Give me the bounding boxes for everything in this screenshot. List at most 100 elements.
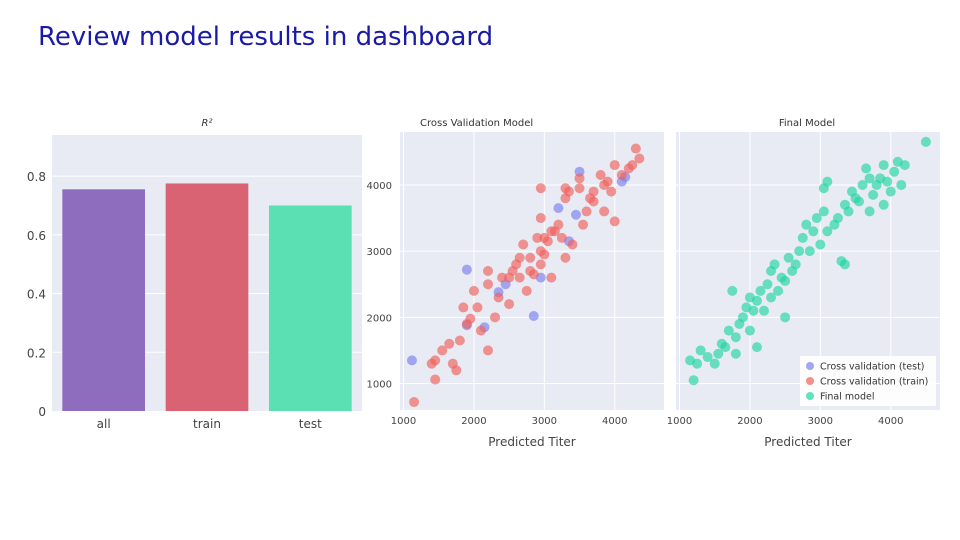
scatter-point [815, 239, 826, 250]
scatter-point [567, 239, 578, 250]
legend-marker [806, 377, 814, 385]
scatter-point [780, 312, 791, 323]
scatter-point [483, 345, 493, 356]
scatter-point [709, 358, 720, 369]
scatter-point [532, 232, 543, 243]
scatter-ytick-label: 4000 [367, 181, 392, 192]
bar-xtick-label-test: test [299, 417, 322, 431]
scatter-point [609, 216, 620, 227]
scatter-point [518, 239, 529, 250]
scatter-point [861, 163, 872, 174]
scatter-point [751, 342, 762, 353]
scatter-point [794, 246, 805, 257]
scatter-point [790, 259, 801, 270]
scatter-point [857, 179, 868, 190]
scatter-point [920, 136, 931, 147]
scatter-point [762, 279, 773, 290]
scatter-point [571, 209, 581, 220]
scatter-xtick-label: 1000 [391, 416, 416, 427]
scatter-xlabel: Predicted Titer [764, 435, 852, 449]
scatter-point [504, 299, 515, 310]
scatter-point [454, 335, 465, 346]
scatter-point [560, 252, 571, 263]
scatter-point [730, 332, 741, 343]
scatter-point [864, 173, 875, 184]
scatter-point [483, 279, 493, 290]
scatter-point [542, 236, 553, 247]
bar-chart-title: R² [202, 118, 213, 129]
scatter-xtick-label: 4000 [602, 416, 627, 427]
scatter-point [868, 189, 879, 200]
scatter-ytick-label: 2000 [367, 313, 392, 324]
scatter-point [634, 153, 645, 164]
scatter-ytick-label: 3000 [367, 247, 392, 258]
scatter-point [854, 196, 865, 207]
scatter-point [780, 275, 791, 286]
scatter-point [406, 355, 417, 366]
scatter-ytick-label: 1000 [367, 380, 392, 391]
scatter-point [602, 176, 613, 187]
scatter-point [490, 312, 501, 323]
scatter-point [514, 252, 525, 263]
scatter-title: Final Model [779, 118, 835, 129]
scatter-point [461, 264, 472, 275]
scatter-xlabel: Predicted Titer [488, 435, 576, 449]
scatter-point [630, 143, 641, 154]
scatter-xtick-label: 1000 [667, 416, 692, 427]
bar-xtick-label-all: all [97, 417, 111, 431]
bar-all [62, 189, 146, 411]
scatter-point [899, 160, 910, 171]
scatter-point [885, 186, 896, 197]
scatter-point [535, 183, 546, 194]
scatter-point [578, 219, 589, 230]
legend-entry: Cross validation (train) [820, 377, 928, 388]
scatter-point [599, 206, 610, 217]
scatter-point [737, 312, 748, 323]
scatter-point [528, 269, 539, 280]
scatter-point [535, 213, 546, 224]
bar-ytick-label: 0.2 [27, 346, 46, 360]
legend-marker [806, 392, 814, 400]
scatter-point [801, 219, 812, 230]
scatter-point [896, 179, 907, 190]
scatter-point [546, 272, 557, 283]
scatter-point [832, 213, 843, 224]
scatter-point [430, 374, 441, 385]
scatter-point [702, 352, 713, 363]
scatter-point [692, 358, 703, 369]
scatter-point [864, 206, 875, 217]
scatter-point [553, 203, 564, 214]
scatter-point [444, 338, 455, 349]
scatter-xtick-label: 3000 [532, 416, 557, 427]
scatter-xtick-label: 4000 [878, 416, 903, 427]
scatter-point [521, 285, 532, 296]
scatter-point [797, 232, 808, 243]
scatter-point [475, 325, 486, 336]
bar-test [269, 205, 352, 411]
scatter-point [769, 259, 780, 270]
scatter-point [560, 183, 571, 194]
scatter-point [720, 342, 731, 353]
scatter-point [595, 170, 606, 181]
scatter-point [889, 166, 900, 177]
scatter-xtick-label: 2000 [737, 416, 762, 427]
scatter-point [744, 325, 755, 336]
scatter-point [713, 348, 724, 359]
scatter-point [755, 285, 766, 296]
scatter-point [472, 302, 483, 313]
bar-xtick-label-train: train [193, 417, 221, 431]
scatter-point [727, 285, 738, 296]
scatter-point [730, 348, 741, 359]
scatter-point [804, 246, 815, 257]
scatter-point [574, 183, 585, 194]
scatter-point [878, 160, 889, 171]
legend-entry: Final model [820, 392, 875, 403]
scatter-point [493, 292, 504, 303]
scatter-point [808, 226, 819, 237]
scatter-point [451, 365, 462, 376]
scatter-point [695, 345, 706, 356]
scatter-point [723, 325, 734, 336]
scatter-title: Cross Validation Model [420, 118, 533, 129]
